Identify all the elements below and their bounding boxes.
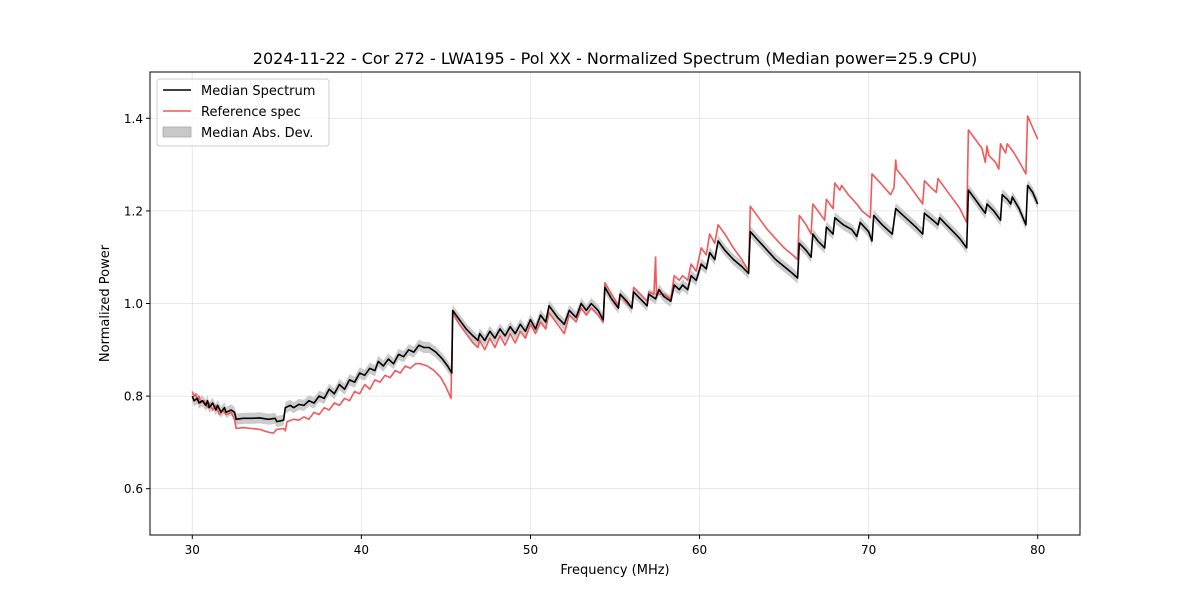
y-axis: 0.6 0.8 1.0 1.2 1.4 xyxy=(124,112,150,496)
x-tick-label: 70 xyxy=(861,543,876,557)
y-tick-label: 1.4 xyxy=(124,112,143,126)
median-spectrum-line xyxy=(191,184,1039,423)
x-axis: 30 40 50 60 70 80 xyxy=(185,535,1045,557)
x-tick-label: 30 xyxy=(185,543,200,557)
y-axis-label: Normalized Power xyxy=(98,244,113,362)
x-tick-label: 40 xyxy=(354,543,369,557)
x-tick-label: 60 xyxy=(692,543,707,557)
y-tick-label: 0.8 xyxy=(124,390,143,404)
x-tick-label: 50 xyxy=(523,543,538,557)
legend-label-reference: Reference spec xyxy=(201,105,301,120)
y-tick-label: 0.6 xyxy=(124,482,143,496)
legend: Median Spectrum Reference spec Median Ab… xyxy=(156,78,330,147)
legend-swatch-mad xyxy=(162,126,192,138)
y-tick-label: 1.2 xyxy=(124,204,143,218)
plot-area xyxy=(191,115,1039,434)
x-tick-label: 80 xyxy=(1030,543,1045,557)
legend-box xyxy=(156,78,330,147)
x-axis-label: Frequency (MHz) xyxy=(560,563,669,578)
legend-label-mad: Median Abs. Dev. xyxy=(201,126,313,141)
chart-title: 2024-11-22 - Cor 272 - LWA195 - Pol XX -… xyxy=(253,49,977,68)
y-tick-label: 1.0 xyxy=(124,297,143,311)
legend-label-median: Median Spectrum xyxy=(201,84,315,99)
